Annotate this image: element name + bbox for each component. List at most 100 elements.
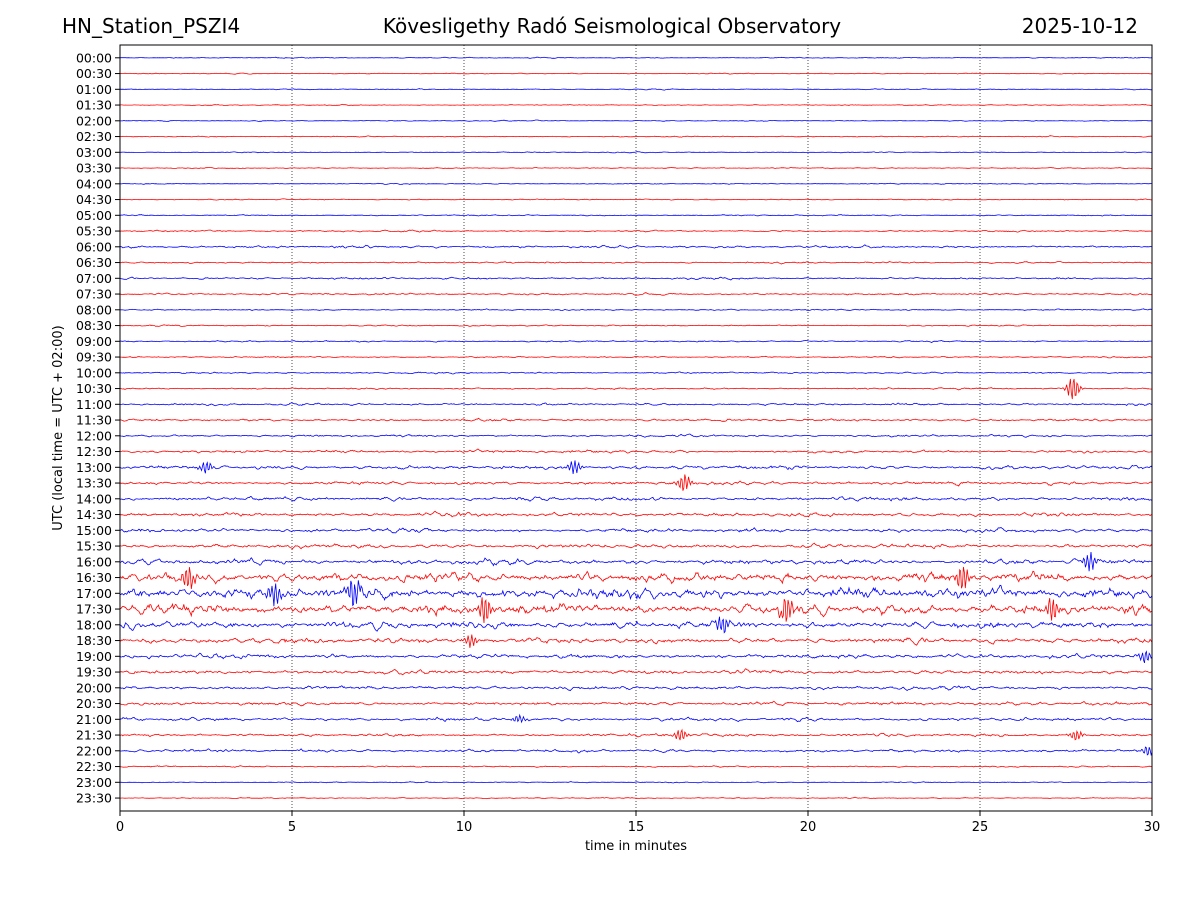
trace-1800 [120, 616, 1153, 634]
row-label: 03:00 [76, 145, 112, 160]
row-label: 09:00 [76, 334, 112, 349]
row-label: 05:00 [76, 208, 112, 223]
row-label: 10:00 [76, 365, 112, 380]
row-label: 14:00 [76, 491, 112, 506]
x-axis: 0 5 10 15 20 25 30 [116, 811, 1160, 835]
trace-0830 [120, 324, 1153, 327]
chart-title: Kövesligethy Radó Seismological Observat… [382, 14, 842, 38]
trace-2100 [119, 713, 1153, 724]
trace-0000 [119, 56, 1153, 59]
trace-0600 [119, 244, 1153, 249]
trace-0930 [120, 355, 1152, 359]
row-label: 03:30 [76, 161, 112, 176]
row-label: 14:30 [76, 507, 112, 522]
row-label: 11:00 [76, 397, 112, 412]
row-label: 06:00 [76, 239, 112, 254]
trace-0130 [119, 103, 1153, 107]
station-name: HN_Station_PSZI4 [62, 14, 241, 38]
row-label: 08:00 [76, 302, 112, 317]
trace-0200 [120, 119, 1153, 122]
x-tick-label: 30 [1144, 820, 1161, 835]
row-label: 22:30 [76, 759, 112, 774]
row-label: 13:00 [76, 460, 112, 475]
trace-1700 [119, 580, 1153, 607]
row-label: 01:30 [76, 98, 112, 113]
row-label: 13:30 [76, 476, 112, 491]
trace-1330 [119, 474, 1153, 491]
row-label: 20:00 [76, 680, 112, 695]
row-label: 09:30 [76, 350, 112, 365]
trace-0400 [119, 182, 1152, 185]
row-label: 11:30 [76, 413, 112, 428]
trace-1500 [119, 527, 1153, 534]
trace-0430 [120, 198, 1153, 201]
row-label: 15:00 [76, 523, 112, 538]
row-label: 08:30 [76, 318, 112, 333]
trace-0330 [119, 166, 1153, 170]
trace-1130 [120, 417, 1152, 422]
trace-0030 [119, 72, 1153, 75]
trace-2330 [120, 796, 1152, 800]
trace-1030 [119, 378, 1153, 400]
trace-1530 [120, 542, 1153, 550]
trace-2300 [119, 781, 1152, 784]
trace-1900 [119, 650, 1153, 664]
row-label: 20:30 [76, 696, 112, 711]
trace-0900 [119, 340, 1152, 343]
row-label: 02:00 [76, 113, 112, 128]
row-label: 10:30 [76, 381, 112, 396]
trace-1300 [119, 460, 1153, 474]
x-axis-label: time in minutes [585, 839, 687, 854]
trace-2000 [119, 685, 1153, 692]
trace-1830 [119, 634, 1153, 648]
trace-0230 [120, 135, 1153, 138]
row-label: 18:00 [76, 617, 112, 632]
trace-1930 [119, 668, 1153, 676]
row-label: 17:30 [76, 602, 112, 617]
row-label: 02:30 [76, 129, 112, 144]
seismogram-traces [119, 56, 1153, 800]
trace-0800 [119, 308, 1153, 312]
row-label: 23:00 [76, 775, 112, 790]
row-label: 12:30 [76, 444, 112, 459]
trace-1200 [119, 433, 1152, 438]
row-label: 22:00 [76, 743, 112, 758]
row-label: 23:30 [76, 791, 112, 806]
trace-1730 [119, 597, 1152, 624]
row-label: 17:00 [76, 586, 112, 601]
trace-0700 [119, 276, 1153, 281]
row-label: 04:00 [76, 176, 112, 191]
x-tick-label: 20 [800, 820, 817, 835]
row-label: 06:30 [76, 255, 112, 270]
x-tick-label: 5 [288, 820, 296, 835]
row-label: 15:30 [76, 539, 112, 554]
trace-1630 [119, 566, 1153, 590]
x-tick-label: 10 [456, 820, 473, 835]
row-label: 07:30 [76, 287, 112, 302]
trace-2200 [119, 746, 1153, 757]
y-axis: 00:0000:3001:0001:3002:0002:3003:0003:30… [76, 50, 120, 806]
y-axis-label: UTC (local time = UTC + 02:00) [51, 325, 66, 530]
row-label: 16:00 [76, 554, 112, 569]
trace-2230 [119, 765, 1153, 768]
trace-1230 [119, 448, 1153, 454]
trace-1000 [120, 371, 1153, 375]
trace-1100 [119, 402, 1153, 407]
trace-2130 [119, 728, 1153, 741]
row-label: 04:30 [76, 192, 112, 207]
x-tick-label: 0 [116, 820, 124, 835]
row-label: 19:00 [76, 649, 112, 664]
trace-0630 [119, 261, 1153, 265]
trace-0530 [119, 229, 1152, 233]
trace-0100 [119, 88, 1153, 91]
vertical-grid [291, 45, 981, 811]
trace-0500 [119, 214, 1153, 217]
row-label: 00:30 [76, 66, 112, 81]
row-label: 19:30 [76, 665, 112, 680]
trace-2030 [119, 700, 1153, 707]
row-label: 01:00 [76, 82, 112, 97]
row-label: 12:00 [76, 428, 112, 443]
x-tick-label: 15 [628, 820, 645, 835]
row-label: 05:30 [76, 224, 112, 239]
